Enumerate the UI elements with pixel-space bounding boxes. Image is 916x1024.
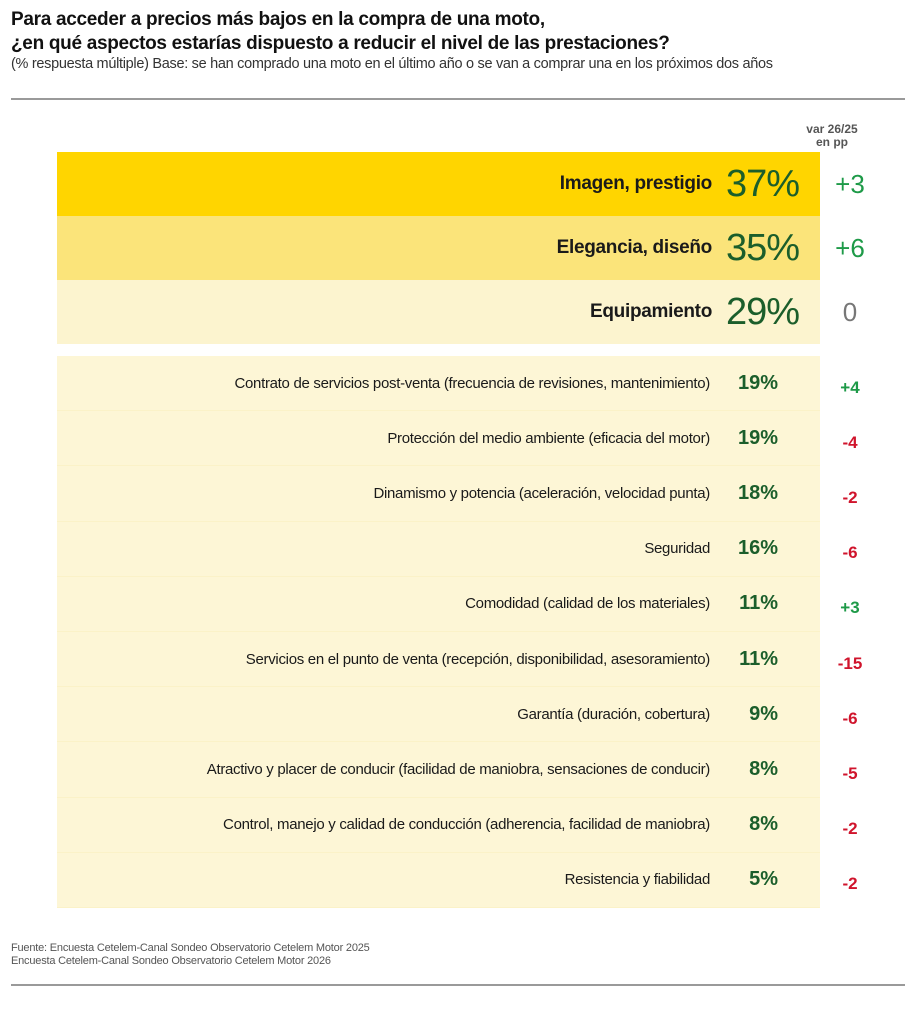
row-label: Protección del medio ambiente (eficacia … bbox=[387, 429, 710, 447]
row-label: Atractivo y placer de conducir (facilida… bbox=[206, 760, 711, 778]
row-percentage: 35% bbox=[726, 226, 800, 269]
base-note: (% respuesta múltiple) Base: se han comp… bbox=[11, 56, 773, 72]
var-column-header: var 26/25 en pp bbox=[800, 123, 864, 149]
row-label: Comodidad (calidad de los materiales) bbox=[465, 595, 710, 613]
aspect-row: Control, manejo y calidad de conducción … bbox=[57, 798, 820, 853]
row-percentage: 9% bbox=[749, 702, 778, 725]
aspect-row: Seguridad 16% bbox=[57, 522, 820, 577]
top-divider bbox=[11, 98, 905, 100]
row-variation: -5 bbox=[842, 763, 858, 783]
aspect-row: Garantía (duración, cobertura) 9% bbox=[57, 687, 820, 743]
row-label: Resistencia y fiabilidad bbox=[564, 871, 711, 889]
row-label: Equipamiento bbox=[589, 301, 712, 322]
row-label: Control, manejo y calidad de conducción … bbox=[223, 816, 710, 834]
source-line-1: Fuente: Encuesta Cetelem-Canal Sondeo Ob… bbox=[11, 942, 370, 954]
source-note: Fuente: Encuesta Cetelem-Canal Sondeo Ob… bbox=[11, 942, 370, 968]
top-row: Equipamiento 29% bbox=[57, 280, 820, 344]
row-variation: -6 bbox=[842, 543, 858, 563]
top-ranking-block: Imagen, prestigio 37% Elegancia, diseño 35%… bbox=[57, 152, 820, 344]
row-label: Contrato de servicios post-venta (frecue… bbox=[234, 374, 710, 392]
question-line-2: ¿en qué aspectos estarías dispuesto a re… bbox=[11, 33, 670, 54]
row-variation: -2 bbox=[842, 819, 858, 839]
row-variation: +3 bbox=[840, 598, 860, 618]
top-row: Elegancia, diseño 35% bbox=[57, 216, 820, 280]
row-variation: -2 bbox=[842, 487, 858, 507]
row-percentage: 19% bbox=[737, 371, 778, 394]
row-percentage: 29% bbox=[726, 290, 800, 333]
row-variation: +6 bbox=[835, 232, 865, 263]
row-variation: -2 bbox=[842, 874, 858, 894]
row-label: Elegancia, diseño bbox=[556, 237, 713, 258]
row-label: Imagen, prestigio bbox=[559, 173, 713, 194]
top-row: Imagen, prestigio 37% bbox=[57, 152, 820, 216]
row-label: Garantía (duración, cobertura) bbox=[517, 705, 710, 723]
row-percentage: 37% bbox=[726, 162, 800, 205]
row-percentage: 8% bbox=[749, 757, 778, 780]
row-percentage: 11% bbox=[739, 592, 778, 615]
aspect-row: Servicios en el punto de venta (recepció… bbox=[57, 632, 820, 688]
aspect-row: Atractivo y placer de conducir (facilida… bbox=[57, 742, 820, 798]
chart-title: Para acceder a precios más bajos en la c… bbox=[11, 8, 911, 73]
aspect-row: Protección del medio ambiente (eficacia … bbox=[57, 411, 820, 467]
row-label: Servicios en el punto de venta (recepció… bbox=[245, 650, 711, 668]
aspect-row: Resistencia y fiabilidad 5% bbox=[57, 853, 820, 908]
var-header-line-2: en pp bbox=[816, 135, 848, 149]
row-variation: +3 bbox=[835, 168, 865, 199]
row-percentage: 19% bbox=[737, 426, 778, 449]
bottom-divider bbox=[11, 984, 905, 986]
row-variation: -15 bbox=[837, 653, 863, 673]
other-aspects-block: Contrato de servicios post-venta (frecue… bbox=[57, 356, 820, 908]
row-variation: 0 bbox=[842, 296, 858, 327]
row-variation: -4 bbox=[842, 432, 858, 452]
row-percentage: 8% bbox=[749, 813, 778, 836]
aspect-row: Dinamismo y potencia (aceleración, veloc… bbox=[57, 466, 820, 522]
row-variation: -6 bbox=[842, 708, 858, 728]
question-line-1: Para acceder a precios más bajos en la c… bbox=[11, 9, 545, 30]
source-line-2: Encuesta Cetelem-Canal Sondeo Observator… bbox=[11, 955, 331, 967]
row-label: Seguridad bbox=[644, 540, 710, 558]
row-percentage: 5% bbox=[749, 868, 778, 891]
row-percentage: 11% bbox=[739, 647, 778, 670]
row-percentage: 18% bbox=[737, 481, 778, 504]
row-percentage: 16% bbox=[737, 537, 778, 560]
aspect-row: Comodidad (calidad de los materiales) 11% bbox=[57, 577, 820, 632]
var-header-line-1: var 26/25 bbox=[806, 122, 858, 136]
aspect-row: Contrato de servicios post-venta (frecue… bbox=[57, 356, 820, 412]
row-variation: +4 bbox=[840, 377, 860, 397]
row-label: Dinamismo y potencia (aceleración, veloc… bbox=[373, 484, 710, 502]
